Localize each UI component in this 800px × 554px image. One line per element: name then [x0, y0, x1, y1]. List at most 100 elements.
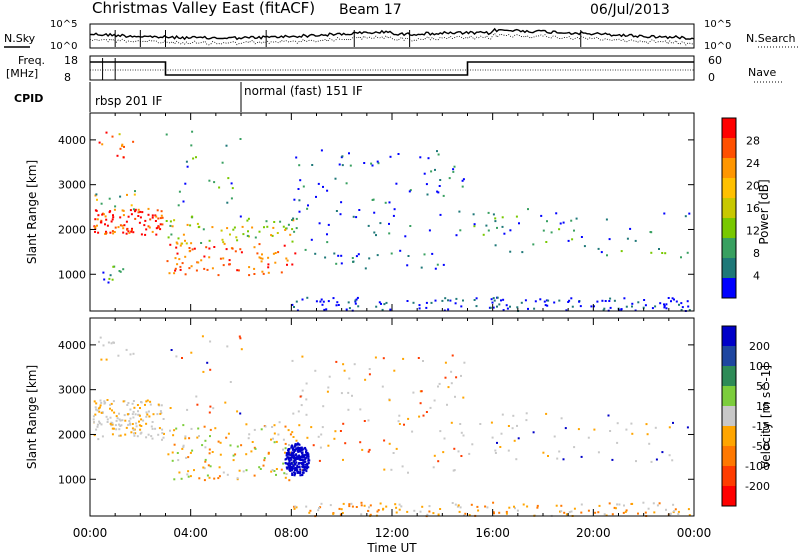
velocity-mark [124, 419, 127, 422]
velocity-mark [344, 442, 347, 445]
power-mark [418, 307, 421, 310]
velocity-mark [242, 470, 245, 473]
cpid-mode-1: rbsp 201 IF [95, 94, 162, 108]
velocity-mark [202, 370, 205, 373]
power-mark [661, 252, 664, 254]
velocity-mark [307, 462, 310, 464]
colorbar-frame [721, 117, 737, 299]
velocity-mark [507, 425, 510, 427]
y-tick-label-2: 3000 [58, 384, 86, 397]
noise-search-label: N.Search [746, 32, 796, 45]
velocity-mark [429, 406, 432, 409]
power-mark [112, 214, 114, 217]
power-mark [664, 252, 667, 255]
power-mark [234, 250, 237, 253]
power-mark [437, 191, 440, 194]
power-mark [144, 233, 147, 236]
velocity-mark [98, 410, 101, 413]
velocity-mark [129, 423, 132, 426]
velocity-mark [209, 435, 211, 438]
power-mark [253, 246, 256, 249]
velocity-mark [280, 468, 283, 471]
velocity-mark [407, 471, 409, 474]
velocity-mark [271, 469, 274, 471]
power-mark [533, 307, 536, 310]
power-mark [261, 270, 264, 273]
velocity-mark [136, 435, 139, 438]
velocity-mark [193, 469, 195, 472]
velocity-mark [363, 504, 366, 507]
velocity-mark [203, 467, 206, 470]
velocity-mark [290, 462, 293, 465]
velocity-mark [443, 437, 446, 440]
power-mark [170, 233, 173, 236]
power-mark [605, 218, 608, 221]
power-mark [389, 308, 392, 311]
velocity-mark [304, 448, 307, 451]
x-axis-title: Time UT [366, 541, 417, 554]
velocity-mark [491, 436, 494, 439]
velocity-mark [439, 508, 442, 510]
power-mark [601, 299, 604, 302]
power-mark [232, 228, 235, 231]
velocity-mark [562, 458, 565, 461]
power-mark [494, 244, 497, 247]
power-mark [406, 300, 409, 302]
x-axis-labels: 00:00 04:00 08:00 12:00 16:00 20:00 00:00 [73, 526, 712, 540]
chart-title: Christmas Valley East (fitACF) [92, 0, 315, 17]
velocity-mark [258, 466, 261, 469]
power-mark [355, 255, 358, 258]
power-mark [222, 257, 225, 260]
power-mark [385, 301, 388, 304]
velocity-mark [163, 432, 165, 435]
power-mark [524, 299, 527, 302]
colorbar-tick-label-1: 100 [749, 360, 770, 373]
noise-tick-bottom-right: 10^0 [704, 41, 731, 52]
velocity-mark [180, 477, 183, 480]
velocity-mark [513, 505, 515, 508]
velocity-mark [93, 434, 96, 437]
power-mark [237, 269, 240, 272]
velocity-mark [347, 408, 350, 411]
power-mark [434, 267, 437, 270]
velocity-mark [671, 459, 674, 462]
velocity-mark [603, 513, 606, 516]
power-mark [583, 245, 586, 248]
velocity-mark [558, 450, 561, 453]
velocity-mark [138, 420, 140, 423]
power-mark [239, 248, 242, 251]
velocity-mark [112, 341, 115, 344]
power-mark [147, 213, 150, 216]
velocity-mark [160, 404, 163, 407]
velocity-mark [301, 473, 304, 476]
velocity-mark [623, 504, 625, 507]
velocity-mark [196, 403, 199, 406]
power-mark [570, 219, 573, 222]
velocity-mark [348, 503, 351, 506]
power-mark [665, 303, 668, 306]
power-mark [228, 259, 231, 262]
power-mark [567, 301, 570, 303]
power-mark [134, 209, 137, 212]
power-mark [109, 231, 112, 234]
power-mark [103, 278, 106, 281]
power-mark [509, 229, 512, 232]
power-mark [447, 299, 449, 302]
velocity-mark [134, 413, 137, 416]
velocity-mark [293, 474, 296, 477]
velocity-mark [282, 438, 285, 441]
x-tick-label-5: 20:00 [576, 526, 611, 540]
power-mark [248, 274, 251, 277]
power-mark [494, 217, 497, 220]
power-mark [298, 210, 301, 213]
power-mark [376, 160, 379, 163]
velocity-mark [393, 369, 396, 372]
power-mark [132, 231, 135, 234]
velocity-mark [181, 447, 184, 450]
power-mark [306, 296, 309, 299]
power-mark [322, 300, 325, 303]
power-mark [227, 177, 230, 180]
velocity-mark [296, 469, 299, 472]
power-mark [174, 267, 177, 270]
velocity-mark [417, 357, 420, 359]
